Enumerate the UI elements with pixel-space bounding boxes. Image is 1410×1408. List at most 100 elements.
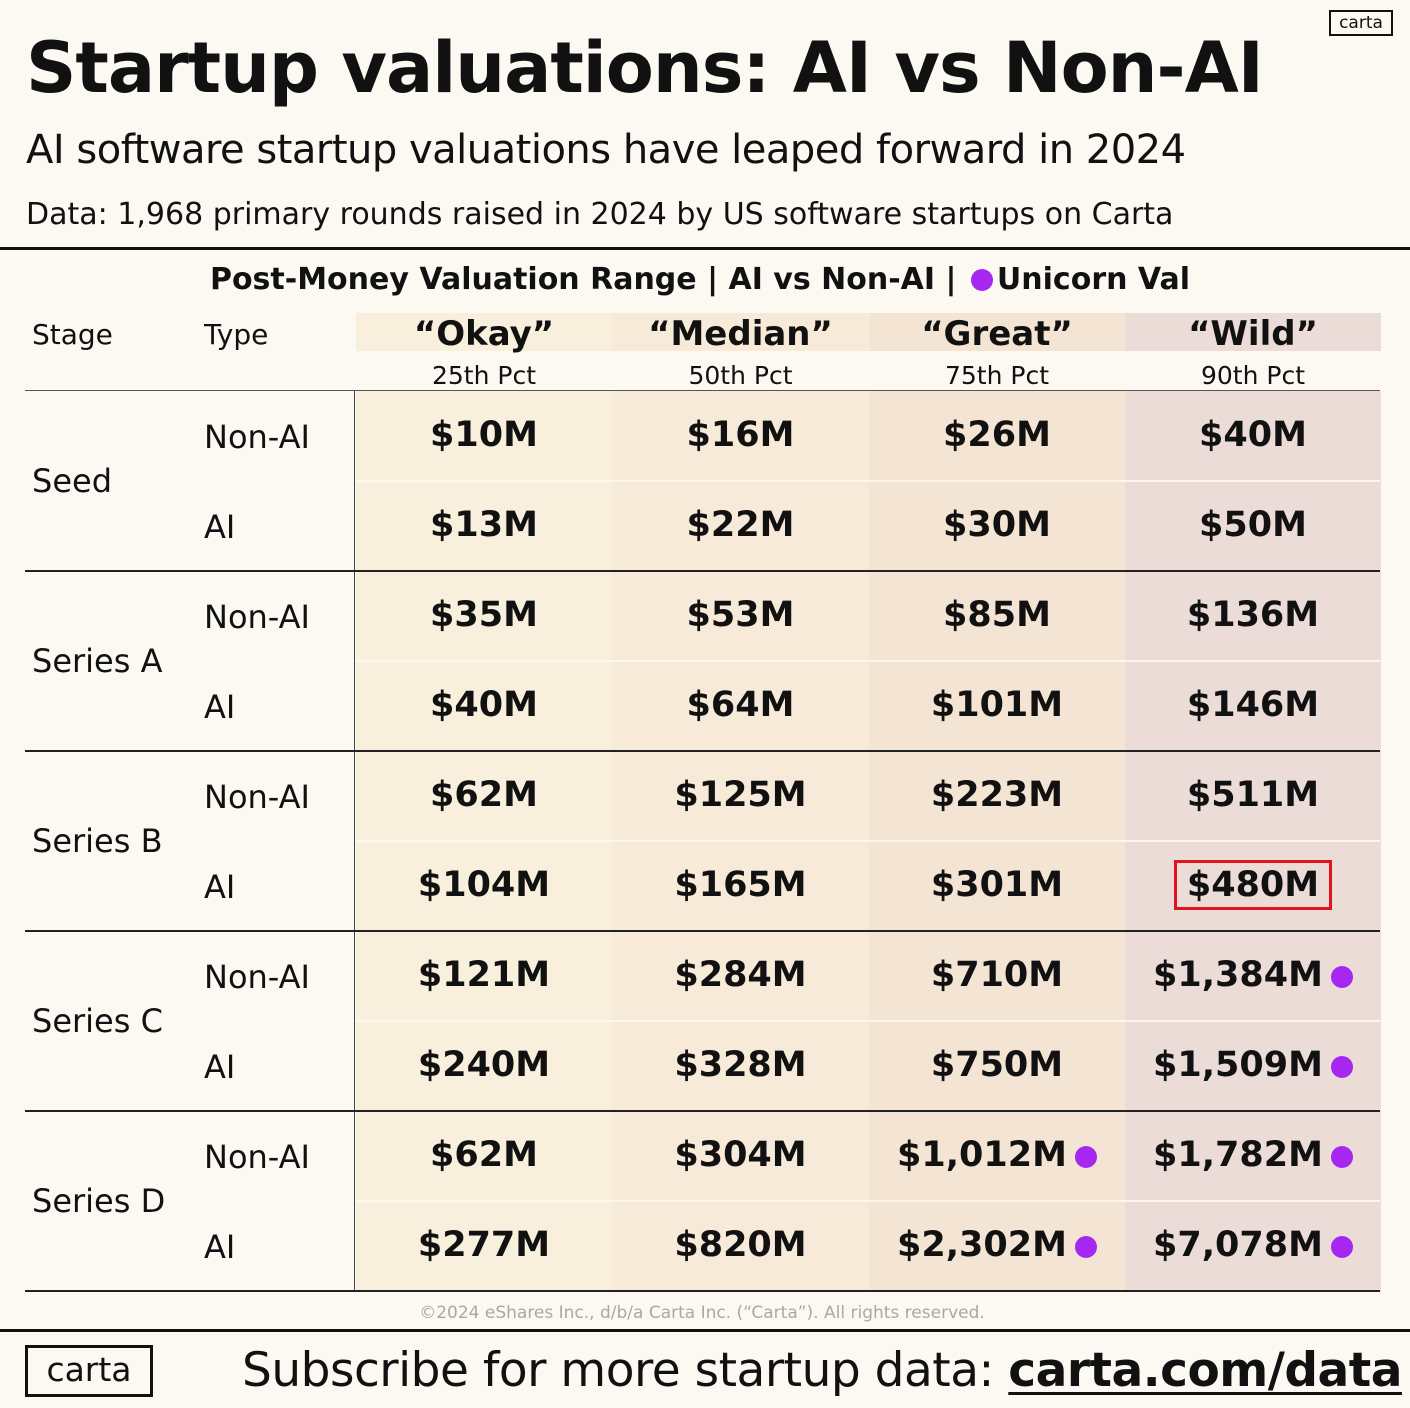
header-divider bbox=[0, 247, 1410, 250]
valuation-value: $125M bbox=[674, 775, 807, 815]
valuation-value: $301M bbox=[930, 865, 1064, 905]
row-separator bbox=[356, 480, 1380, 482]
column-subheader-okay: 25th Pct bbox=[431, 361, 537, 390]
unicorn-dot-icon bbox=[1330, 1236, 1353, 1258]
valuation-cell: $511M bbox=[1125, 775, 1381, 815]
valuation-cell: $223M bbox=[869, 775, 1125, 815]
valuation-cell: $64M bbox=[612, 685, 869, 725]
valuation-value: $511M bbox=[1186, 775, 1320, 815]
valuation-value: $85M bbox=[943, 595, 1051, 635]
column-header-okay: “Okay” bbox=[413, 314, 555, 354]
table-title: Post-Money Valuation Range | AI vs Non-A… bbox=[0, 262, 1400, 297]
valuation-value: $284M bbox=[674, 955, 807, 995]
unicorn-dot-icon bbox=[1330, 1056, 1353, 1078]
valuation-cell: $2,302M bbox=[869, 1225, 1125, 1265]
valuation-value: $1,384M bbox=[1153, 955, 1323, 995]
valuation-cell: $304M bbox=[612, 1135, 869, 1175]
table-vertical-divider bbox=[354, 391, 355, 1292]
type-label: AI bbox=[204, 508, 236, 546]
stage-group-divider bbox=[25, 930, 1380, 932]
valuation-cell: $85M bbox=[869, 595, 1125, 635]
column-header-band-median bbox=[612, 313, 869, 351]
valuation-cell: $30M bbox=[869, 505, 1125, 545]
row-separator bbox=[356, 660, 1380, 662]
column-header-band-great bbox=[869, 313, 1125, 351]
type-label: Non-AI bbox=[204, 958, 310, 996]
valuation-value: $26M bbox=[943, 415, 1051, 455]
valuation-value: $22M bbox=[686, 505, 795, 545]
unicorn-dot-icon bbox=[1074, 1146, 1097, 1168]
valuation-cell: $301M bbox=[869, 865, 1125, 905]
valuation-value: $64M bbox=[686, 685, 795, 725]
valuation-cell: $35M bbox=[356, 595, 612, 635]
valuation-cell: $125M bbox=[612, 775, 869, 815]
valuation-value: $40M bbox=[1199, 415, 1307, 455]
valuation-value: $7,078M bbox=[1153, 1225, 1323, 1265]
valuation-value: $710M bbox=[930, 955, 1064, 995]
valuation-value: $136M bbox=[1186, 595, 1320, 635]
type-label: Non-AI bbox=[204, 778, 310, 816]
valuation-cell: $40M bbox=[356, 685, 612, 725]
carta-data-link[interactable]: carta.com/data bbox=[1008, 1343, 1402, 1398]
type-label: AI bbox=[204, 1228, 236, 1266]
column-header-median: “Median” bbox=[648, 314, 833, 354]
valuation-cell: $121M bbox=[356, 955, 612, 995]
unicorn-dot-icon bbox=[1330, 966, 1353, 988]
valuation-cell: $277M bbox=[356, 1225, 612, 1265]
column-subheader-great: 75th Pct bbox=[944, 361, 1050, 390]
data-source-note: Data: 1,968 primary rounds raised in 202… bbox=[26, 197, 1174, 232]
stage-label: Series C bbox=[32, 1002, 163, 1040]
row-separator bbox=[356, 1200, 1380, 1202]
valuation-cell: $750M bbox=[869, 1045, 1125, 1085]
valuation-value: $223M bbox=[930, 775, 1064, 815]
valuation-value: $62M bbox=[430, 775, 538, 815]
valuation-value: $62M bbox=[430, 1135, 538, 1175]
valuation-cell: $1,782M bbox=[1125, 1135, 1381, 1175]
highlighted-valuation-value: $480M bbox=[1173, 860, 1333, 910]
valuation-cell: $13M bbox=[356, 505, 612, 545]
valuation-cell: $1,509M bbox=[1125, 1045, 1381, 1085]
valuation-value: $16M bbox=[686, 415, 795, 455]
column-subheader-wild: 90th Pct bbox=[1200, 361, 1306, 390]
type-label: AI bbox=[204, 868, 236, 906]
unicorn-dot-icon bbox=[1330, 1146, 1353, 1168]
carta-logo-corner: carta bbox=[1329, 10, 1393, 36]
valuation-value: $35M bbox=[430, 595, 538, 635]
valuation-cell: $165M bbox=[612, 865, 869, 905]
valuation-cell: $26M bbox=[869, 415, 1125, 455]
footer-divider bbox=[0, 1329, 1410, 1332]
valuation-value: $1,012M bbox=[897, 1135, 1067, 1175]
valuation-cell: $16M bbox=[612, 415, 869, 455]
valuation-value: $820M bbox=[674, 1225, 807, 1265]
valuation-value: $1,782M bbox=[1153, 1135, 1323, 1175]
table-title-text: Post-Money Valuation Range | AI vs Non-A… bbox=[209, 262, 957, 297]
valuation-value: $2,302M bbox=[897, 1225, 1067, 1265]
valuation-value: $304M bbox=[674, 1135, 807, 1175]
row-separator bbox=[356, 1020, 1380, 1022]
stage-label: Series A bbox=[32, 642, 163, 680]
stage-column-header: Stage bbox=[32, 318, 113, 351]
stage-group-divider bbox=[25, 570, 1380, 572]
valuation-value: $277M bbox=[417, 1225, 551, 1265]
stage-label: Series B bbox=[32, 822, 163, 860]
type-label: Non-AI bbox=[204, 1138, 310, 1176]
column-subheader-median: 50th Pct bbox=[688, 361, 793, 390]
valuation-value: $13M bbox=[430, 505, 538, 545]
column-header-band-okay bbox=[356, 313, 612, 351]
copyright-notice: ©2024 eShares Inc., d/b/a Carta Inc. (“C… bbox=[419, 1303, 985, 1323]
subscribe-text: Subscribe for more startup data: bbox=[242, 1343, 994, 1398]
column-header-band-wild bbox=[1125, 313, 1381, 351]
valuation-value: $121M bbox=[417, 955, 551, 995]
column-header-wild: “Wild” bbox=[1188, 314, 1318, 354]
column-header-great: “Great” bbox=[921, 314, 1073, 354]
valuation-cell: $820M bbox=[612, 1225, 869, 1265]
valuation-value: $10M bbox=[430, 415, 538, 455]
valuation-cell: $53M bbox=[612, 595, 869, 635]
stage-label: Seed bbox=[32, 462, 112, 500]
valuation-cell: $62M bbox=[356, 775, 612, 815]
subscribe-cta: Subscribe for more startup data: carta.c… bbox=[242, 1343, 1402, 1398]
valuation-value: $40M bbox=[430, 685, 538, 725]
type-label: AI bbox=[204, 688, 236, 726]
valuation-value: $240M bbox=[417, 1045, 551, 1085]
stage-group-divider bbox=[25, 750, 1380, 752]
